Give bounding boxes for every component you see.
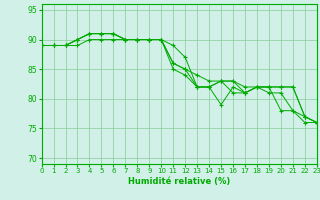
X-axis label: Humidité relative (%): Humidité relative (%) xyxy=(128,177,230,186)
